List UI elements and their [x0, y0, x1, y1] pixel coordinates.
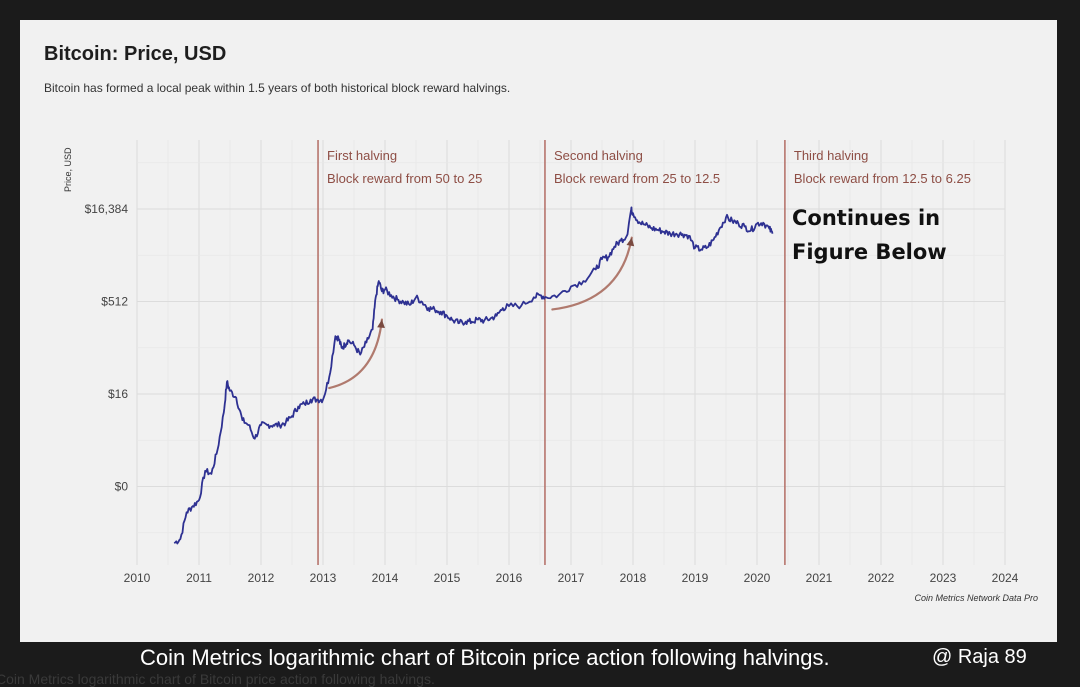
continues-note-line2: Figure Below [792, 240, 947, 264]
y-tick-label: $16,384 [85, 202, 129, 216]
grid [136, 140, 1006, 565]
source-note: Coin Metrics Network Data Pro [914, 593, 1038, 603]
halving-label: Second halving [554, 148, 643, 163]
chart-card [20, 20, 1057, 642]
halving-label: First halving [327, 148, 397, 163]
halving-label: Third halving [794, 148, 868, 163]
x-tick-label: 2012 [248, 571, 275, 585]
x-tick-label: 2014 [372, 571, 399, 585]
halving-detail: Block reward from 25 to 12.5 [554, 171, 720, 186]
chart-title: Bitcoin: Price, USD [44, 43, 227, 65]
watermark-credit: @ Raja 89 [932, 646, 1027, 668]
trend-arrow-curve [551, 236, 633, 311]
figure-caption: Coin Metrics logarithmic chart of Bitcoi… [140, 645, 830, 670]
x-tick-label: 2022 [868, 571, 895, 585]
trend-arrow-head [626, 237, 635, 247]
x-tick-label: 2011 [186, 571, 212, 585]
halving-detail: Block reward from 50 to 25 [327, 171, 482, 186]
y-axis-label: Price, USD [63, 147, 73, 192]
y-tick-label: $512 [101, 295, 128, 309]
ghost-caption: Coin Metrics logarithmic chart of Bitcoi… [0, 671, 435, 687]
trend-arrows [328, 236, 635, 390]
x-tick-label: 2016 [496, 571, 523, 585]
halving-lines: First halving Block reward from 50 to 25 S… [317, 140, 971, 565]
x-tick-label: 2019 [682, 571, 709, 585]
x-tick-label: 2017 [558, 571, 585, 585]
chart-subtitle: Bitcoin has formed a local peak within 1… [44, 81, 511, 95]
x-tick-label: 2010 [124, 571, 151, 585]
continues-note: Continues in Figure Below [792, 201, 962, 269]
x-tick-label: 2024 [992, 571, 1019, 585]
axis-ticks: 2010 2011 2012 2013 2014 2015 2016 2017 2018 2019… [85, 202, 1019, 585]
x-tick-label: 2018 [620, 571, 647, 585]
x-tick-label: 2023 [930, 571, 957, 585]
trend-arrow-head [377, 319, 385, 329]
x-tick-label: 2020 [744, 571, 771, 585]
y-tick-label: $0 [115, 480, 129, 494]
x-tick-label: 2021 [806, 571, 833, 585]
x-tick-label: 2013 [310, 571, 337, 585]
price-series-line [173, 206, 774, 545]
x-tick-label: 2015 [434, 571, 461, 585]
continues-note-line1: Continues in [792, 206, 941, 230]
trend-arrow-curve [328, 318, 383, 390]
halving-detail: Block reward from 12.5 to 6.25 [794, 171, 971, 186]
y-tick-label: $16 [108, 387, 128, 401]
series [173, 206, 774, 545]
